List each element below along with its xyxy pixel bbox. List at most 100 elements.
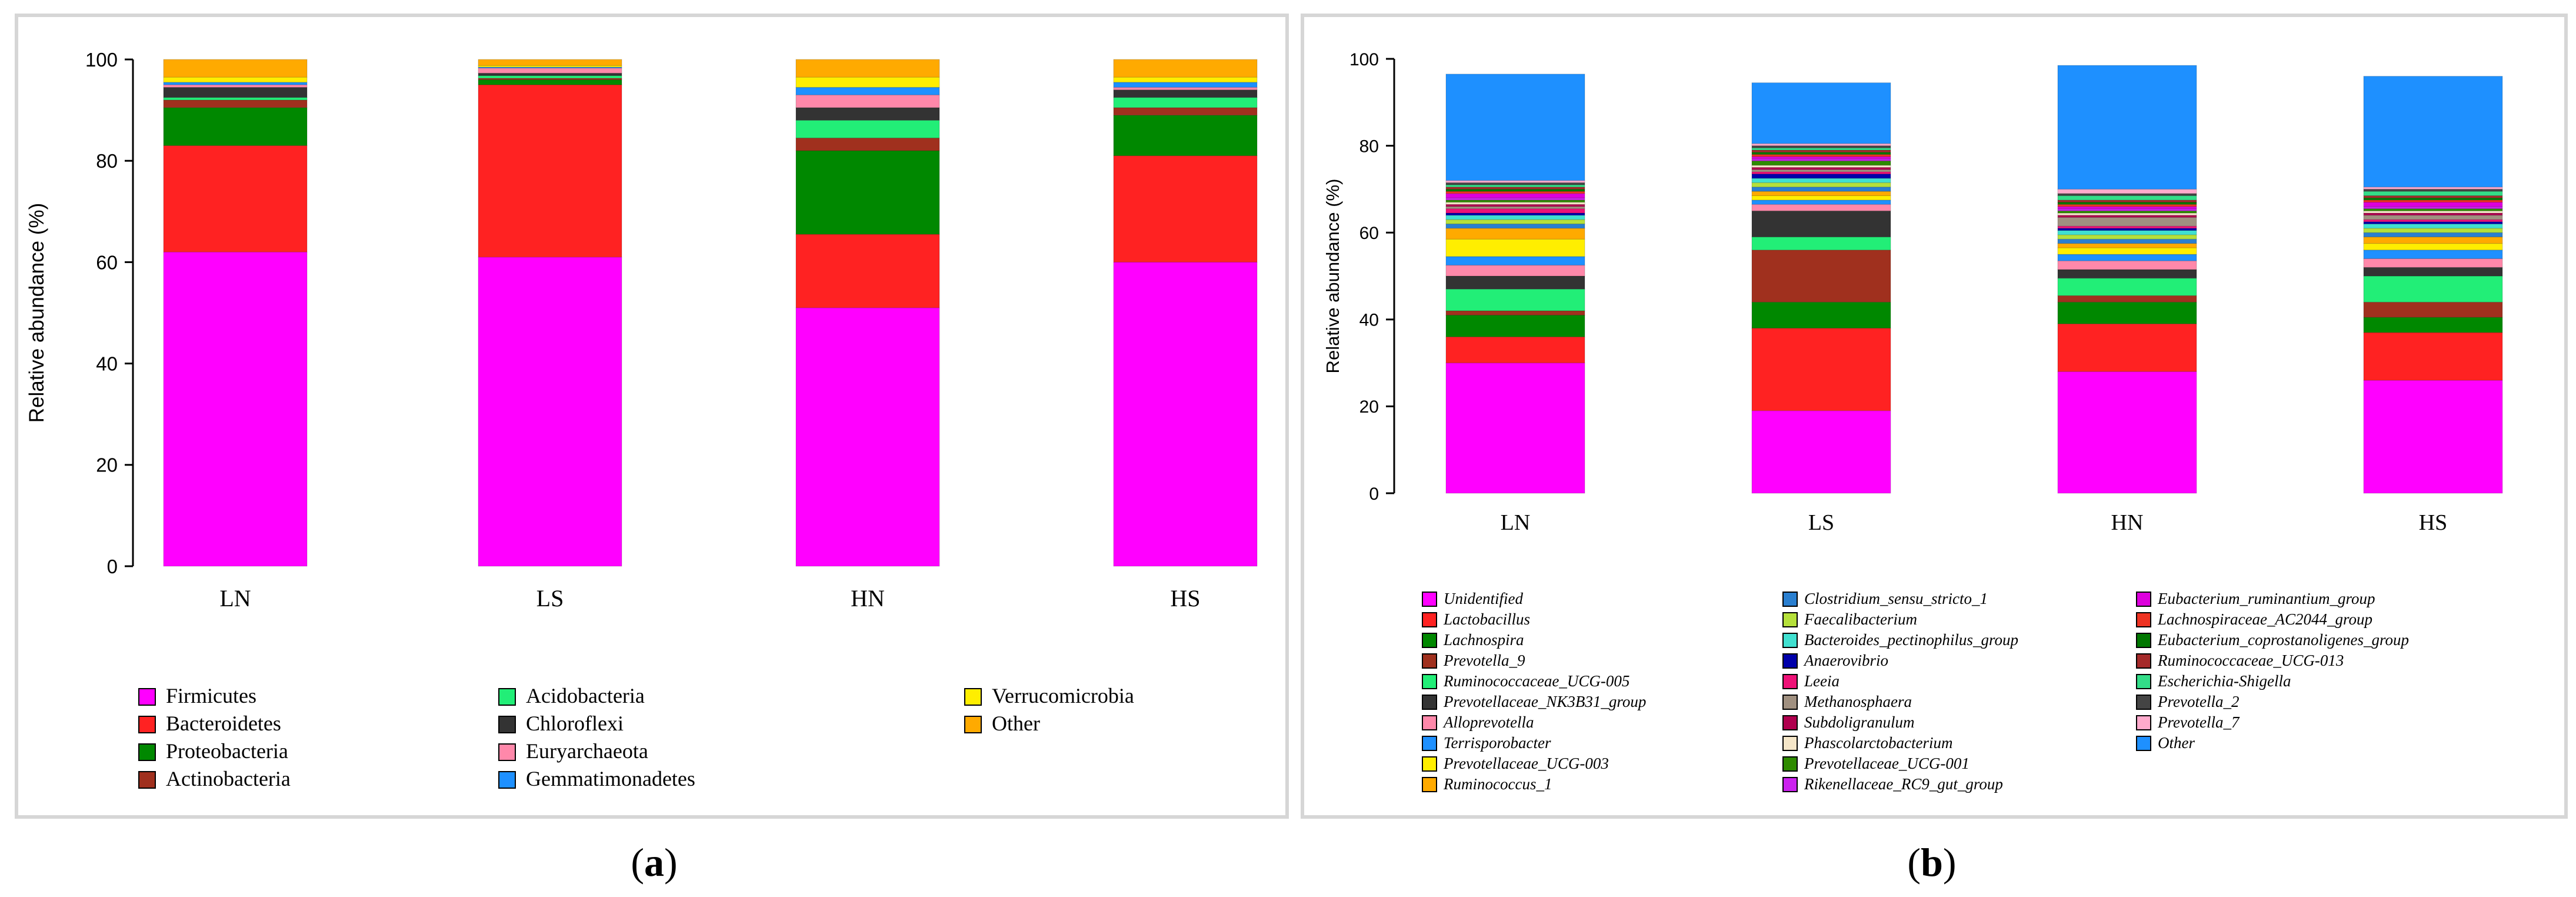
bar-segment: [1751, 158, 1891, 161]
bar-segment: [2057, 234, 2197, 240]
bar-segment: [1445, 314, 1585, 337]
legend-label: Ruminococcaceae_UCG-005: [1443, 672, 1629, 690]
bar-segment: [2363, 206, 2503, 210]
bar-segment: [2057, 269, 2197, 279]
bar-segment: [2057, 301, 2197, 324]
legend-swatch: [2136, 674, 2151, 689]
bar-segment: [2363, 228, 2503, 233]
bar-segment: [1445, 204, 1585, 207]
bar-segment: [1445, 184, 1585, 188]
bar-segment: [2057, 202, 2197, 205]
bar-segment: [2363, 275, 2503, 303]
bar-segment: [1751, 195, 1891, 201]
panel-b-letter: b: [1921, 840, 1943, 885]
legend-label: Prevotella_2: [2157, 693, 2239, 710]
bar-segment: [2057, 260, 2197, 270]
bar-segment: [2057, 65, 2197, 190]
bar-segment: [1751, 178, 1891, 183]
legend-swatch: [1422, 592, 1437, 607]
legend-swatch: [2136, 715, 2151, 730]
legend-label: Leeia: [1804, 672, 1839, 690]
bar-segment: [1445, 193, 1585, 198]
legend-swatch: [498, 716, 516, 733]
legend-label: Anaerovibrio: [1803, 652, 1888, 669]
y-tick-label: 100: [1349, 50, 1379, 69]
bar-segment: [795, 119, 940, 138]
legend-swatch: [1782, 695, 1798, 710]
bar-segment: [1445, 206, 1585, 210]
bar-segment: [795, 77, 940, 88]
legend-item: Chloroflexi: [498, 712, 624, 735]
bar-segment: [2363, 187, 2503, 190]
legend-swatch: [2136, 633, 2151, 648]
bar-segment: [2363, 267, 2503, 277]
y-tick-label: 40: [96, 353, 118, 374]
bar-segment: [1113, 97, 1258, 108]
bar-segment: [1751, 174, 1891, 179]
bar-segment: [1751, 145, 1891, 148]
y-tick-label: 60: [1359, 224, 1379, 243]
y-tick-label: 80: [1359, 137, 1379, 156]
legend-label: Subdoligranulum: [1804, 713, 1915, 731]
bar-segment: [2057, 206, 2197, 210]
legend-label: Euryarchaeota: [526, 739, 648, 763]
legend-swatch: [964, 688, 982, 706]
bar-group-ls: [478, 59, 622, 567]
bar-segment: [2057, 212, 2197, 216]
bar-segment: [1751, 171, 1891, 175]
bar-segment: [1445, 212, 1585, 216]
legend-label: Unidentified: [1444, 590, 1523, 607]
bar-segment: [478, 84, 622, 258]
bar-segment: [2363, 197, 2503, 201]
bar-segment: [2363, 223, 2503, 229]
x-category-label: LS: [1808, 510, 1834, 535]
legend-swatch: [1422, 777, 1437, 792]
bar-segment: [2057, 217, 2197, 227]
bar-segment: [2363, 250, 2503, 259]
bar-segment: [1445, 202, 1585, 205]
legend-item: Acidobacteria: [498, 684, 645, 707]
legend-swatch: [2136, 612, 2151, 627]
legend-item: Ruminococcus_1: [1422, 775, 1552, 793]
legend-swatch: [2136, 653, 2151, 669]
bar-segment: [2363, 76, 2503, 188]
bar-group-ls: [1751, 82, 1891, 494]
bar-segment: [1445, 336, 1585, 364]
bar-segment: [163, 145, 308, 253]
bar-segment: [1751, 187, 1891, 192]
bar-segment: [1445, 215, 1585, 220]
bar-segment: [1751, 237, 1891, 251]
legend-swatch: [1422, 612, 1437, 627]
legend-swatch: [138, 771, 156, 789]
x-category-label: LN: [1501, 510, 1531, 535]
bar-segment: [2363, 380, 2503, 494]
bar-segment: [2363, 258, 2503, 268]
bar-segment: [2057, 254, 2197, 261]
legend-item: Gemmatimonadetes: [498, 767, 695, 790]
legend-item: Escherichia-Shigella: [2136, 672, 2291, 690]
bar-segment: [1751, 204, 1891, 211]
legend-item: Proteobacteria: [138, 739, 288, 763]
legend-item: Bacteroides_pectinophilus_group: [1782, 631, 2018, 649]
bar-segment: [795, 59, 940, 78]
panel-b-caption: (b): [1907, 840, 1956, 885]
bar-segment: [1445, 228, 1585, 240]
legend-label: Methanosphaera: [1804, 693, 1912, 710]
legend-item: Prevotellaceae_UCG-001: [1782, 755, 1970, 772]
legend-swatch: [1422, 715, 1437, 730]
bar-segment: [2363, 202, 2503, 207]
bar-segment: [795, 150, 940, 235]
bar-segment: [2363, 237, 2503, 244]
bar-segment: [1113, 89, 1258, 98]
bar-segment: [1751, 210, 1891, 238]
legend-item: Leeia: [1782, 672, 1839, 690]
legend-label: Prevotellaceae_UCG-003: [1443, 755, 1609, 772]
legend-swatch: [498, 688, 516, 706]
bar-segment: [1445, 238, 1585, 257]
bar-segment: [1445, 288, 1585, 311]
legend-label: Faecalibacterium: [1804, 610, 1917, 628]
bar-segment: [478, 68, 622, 74]
legend-label: Firmicutes: [166, 684, 256, 707]
bar-segment: [1113, 87, 1258, 91]
legend-label: Proteobacteria: [166, 739, 288, 763]
